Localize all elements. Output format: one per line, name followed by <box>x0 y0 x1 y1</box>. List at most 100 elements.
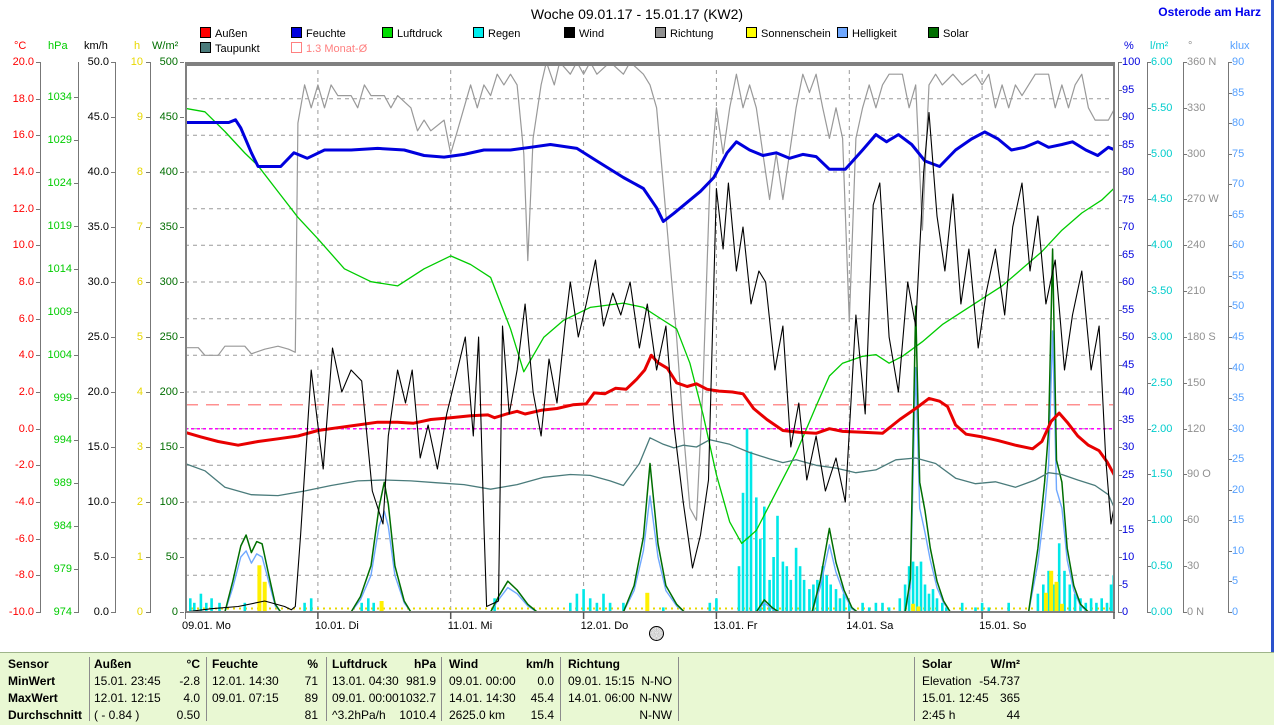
axis-tick-label: 60 <box>1122 276 1135 288</box>
axis-tick <box>1118 474 1122 476</box>
axis-tick-label: 2.00 <box>1151 422 1173 435</box>
axis-tick-label: 25.0 <box>87 331 109 343</box>
legend2-item-1-3-monat-: 1.3 Monat-Ø <box>291 42 367 55</box>
axis-tick <box>180 282 184 283</box>
axis-tick-label: 1019 <box>47 219 72 232</box>
axis-tick-label: 1034 <box>47 91 72 104</box>
axis-tick <box>146 282 150 283</box>
axis-tick <box>1183 428 1187 430</box>
axis-tick <box>1183 199 1187 201</box>
axis-tick <box>1228 367 1232 369</box>
table-cell-value: 71 <box>304 674 318 688</box>
axis-tick-label: 180 S <box>1187 330 1216 343</box>
axis-tick <box>74 612 78 613</box>
table-col-unit: °C <box>186 657 200 671</box>
axis-tick-label: 4.00 <box>1151 239 1173 252</box>
axis-tick <box>1228 62 1232 63</box>
table-cell-value: -54.737 <box>979 674 1020 688</box>
axis-tick <box>146 392 150 393</box>
table-cell-label: 2:45 h <box>922 708 956 722</box>
axis-tick <box>1118 447 1122 448</box>
axis-tick <box>111 62 115 63</box>
axis-tick <box>1147 153 1151 155</box>
axis-tick-label: 50 <box>1122 331 1135 343</box>
legend1-item-richtung: Richtung <box>655 27 713 40</box>
axis-tick-label: 30 <box>1232 422 1245 435</box>
axis-tick <box>36 62 40 63</box>
axis-tick <box>146 62 150 63</box>
axis-tick-label: 20 <box>1122 496 1135 508</box>
table-cell-label: 15.01. 23:45 <box>94 674 161 688</box>
axis-tick-label: 20.0 <box>12 56 34 68</box>
axis-tick-label: 6.00 <box>1151 56 1173 68</box>
axis-tick-label: -10.0 <box>8 606 34 618</box>
axis-tick <box>1228 428 1232 430</box>
axis-tick-label: 360 N <box>1187 56 1217 68</box>
table-column-separator <box>560 657 561 721</box>
axis-tick-label: 100 <box>159 496 178 508</box>
axis-tick-label: 250 <box>159 331 178 343</box>
axis-tick-label: 60 <box>1232 239 1245 252</box>
axis-tick-label: 10 <box>1122 551 1135 563</box>
axis-tick-label: 450 <box>159 111 178 123</box>
axis-tick <box>1118 227 1122 228</box>
axis-tick-label: 55 <box>1232 269 1245 282</box>
axis-tick <box>1228 123 1232 125</box>
axis-tick <box>74 526 78 528</box>
axis-tick-label: 65 <box>1122 248 1135 261</box>
axis-tick <box>180 62 184 63</box>
table-cell-label: 09.01. 07:15 <box>212 691 279 705</box>
table-cell-value: 1010.4 <box>399 708 436 722</box>
axis-tick <box>36 392 40 393</box>
axis-tick <box>74 354 78 356</box>
axis-tick-label: 1 <box>136 551 143 563</box>
axis-tick-label: 1014 <box>47 262 72 275</box>
axis-tick-label: 350 <box>159 221 178 233</box>
axis-tick-label: 100 <box>1122 56 1141 68</box>
table-col-name: Wind <box>449 657 479 671</box>
axis-tick-label: 6 <box>136 276 143 288</box>
table-cell-value: N-NW <box>639 708 672 722</box>
axis-tick <box>1147 520 1151 522</box>
axis-tick-label: -8.0 <box>15 569 34 582</box>
axis-tick-label: 1009 <box>47 305 72 318</box>
x-axis-label-day6: 15.01. So <box>979 620 1027 632</box>
axis-tick <box>1228 520 1232 522</box>
axis-tick <box>1183 611 1187 613</box>
axis-tick-label: 1.00 <box>1151 514 1173 527</box>
table-cell-value: 45.4 <box>530 691 554 705</box>
axis-tick <box>36 98 40 100</box>
axis-tick <box>1118 89 1122 91</box>
axis-tick-label: 210 <box>1187 285 1206 298</box>
table-cell-value: N-NW <box>639 691 672 705</box>
axis-unit-left-1: hPa <box>48 40 68 52</box>
weather-chart-svg <box>183 61 1117 619</box>
axis-unit-left-0: °C <box>14 40 27 52</box>
axis-tick-label: 14.0 <box>12 166 34 178</box>
axis-tick <box>111 447 115 448</box>
axis-tick-label: 2 <box>136 496 143 508</box>
legend1-item-wind: Wind <box>564 27 604 40</box>
legend2-item-taupunkt: Taupunkt <box>200 42 260 55</box>
legend1-item-feuchte: Feuchte <box>291 27 346 40</box>
axis-tick <box>1183 62 1187 63</box>
axis-tick <box>36 318 40 320</box>
axis-tick <box>180 612 184 613</box>
table-column-separator <box>326 657 327 721</box>
table-cell-label: 09.01. 00:00 <box>332 691 399 705</box>
axis-tick <box>180 172 184 173</box>
axis-tick-label: 270 W <box>1187 193 1219 206</box>
axis-tick-label: 330 <box>1187 101 1206 114</box>
axis-tick-label: 70 <box>1122 221 1135 233</box>
legend-swatch-icon <box>655 27 666 38</box>
axis-tick-label: 8.0 <box>18 276 34 288</box>
axis-tick-label: 40 <box>1232 361 1245 374</box>
axis-tick-label: 50 <box>1232 300 1245 313</box>
axis-tick-label: 3.00 <box>1151 330 1173 343</box>
axis-tick <box>1118 144 1122 146</box>
legend-label: Feuchte <box>306 28 346 40</box>
axis-tick-label: 4.0 <box>18 349 34 362</box>
axis-tick <box>74 97 78 99</box>
axis-tick-label: 65 <box>1232 208 1245 221</box>
axis-tick <box>74 483 78 485</box>
